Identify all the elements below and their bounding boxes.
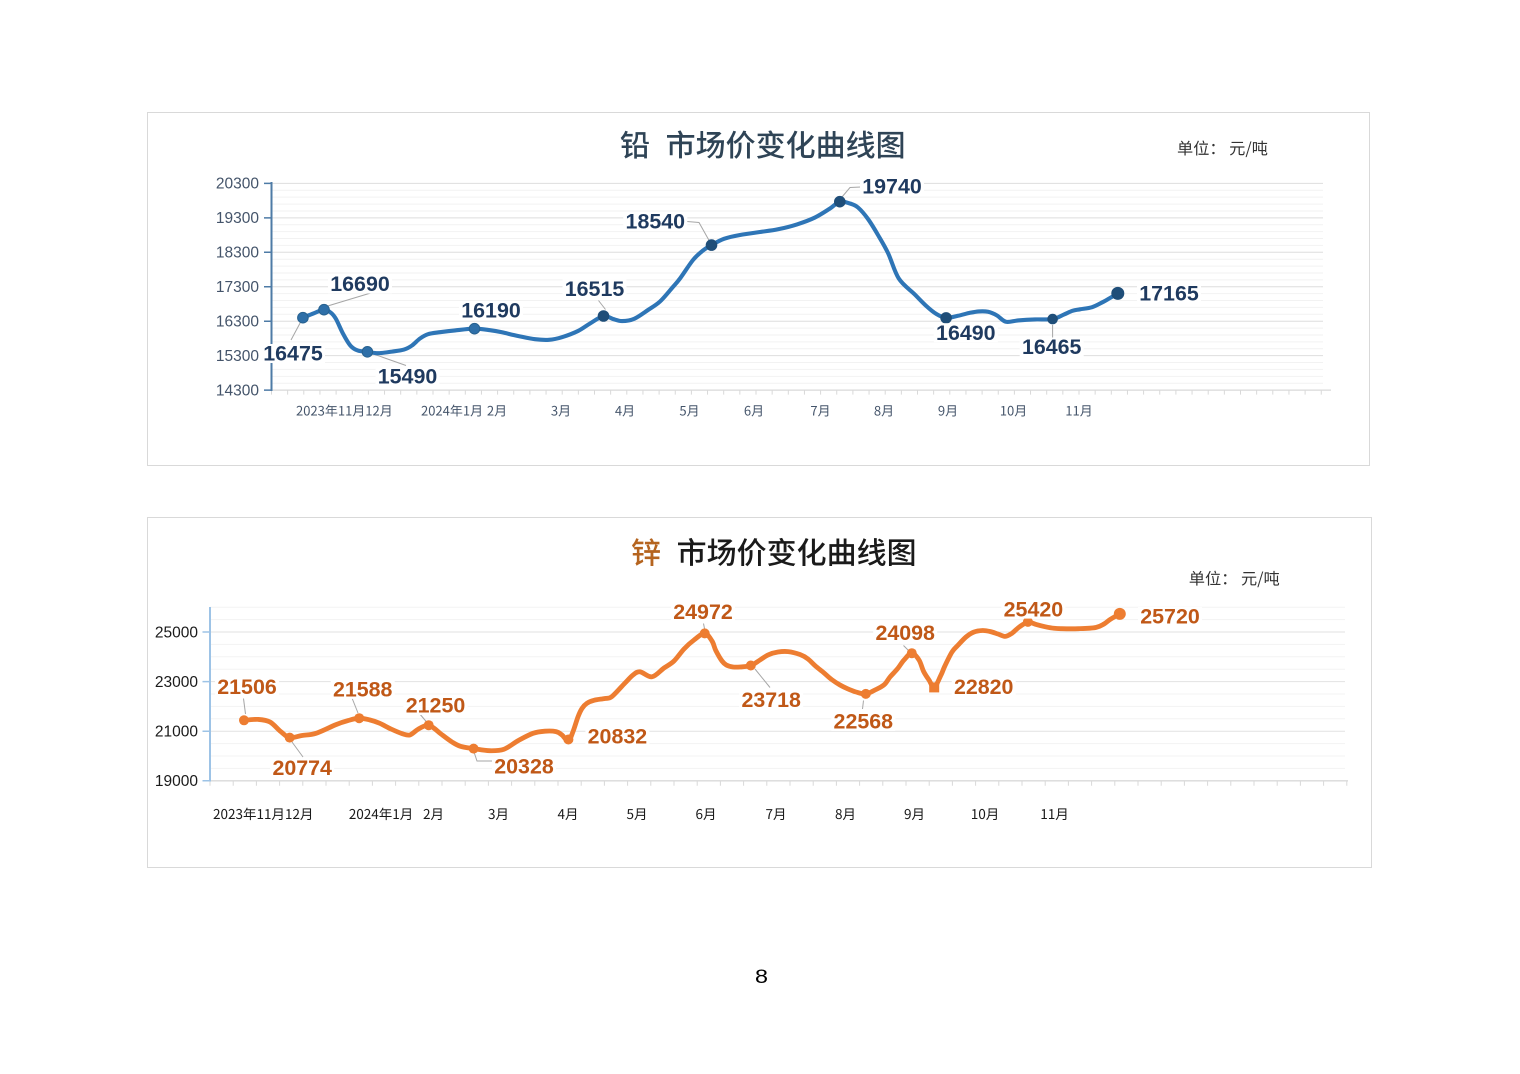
svg-text:8: 8: [755, 966, 768, 988]
svg-text:16515: 16515: [565, 277, 625, 301]
svg-text:14300: 14300: [216, 382, 259, 399]
svg-text:17165: 17165: [1139, 282, 1199, 306]
svg-text:17300: 17300: [216, 279, 259, 296]
svg-text:20832: 20832: [588, 725, 648, 749]
svg-text:16475: 16475: [263, 342, 323, 366]
svg-text:19300: 19300: [216, 210, 259, 227]
svg-text:25420: 25420: [1004, 597, 1064, 621]
svg-text:16190: 16190: [461, 299, 521, 323]
svg-text:16465: 16465: [1022, 335, 1082, 359]
svg-text:18300: 18300: [216, 245, 259, 262]
svg-text:21506: 21506: [217, 675, 277, 699]
svg-text:16490: 16490: [936, 321, 996, 345]
svg-text:21250: 21250: [406, 694, 466, 718]
svg-text:22568: 22568: [834, 710, 894, 734]
svg-text:15490: 15490: [378, 365, 438, 389]
svg-text:16690: 16690: [330, 272, 390, 296]
svg-text:22820: 22820: [954, 675, 1014, 699]
svg-text:20300: 20300: [216, 176, 259, 193]
svg-text:25000: 25000: [155, 624, 198, 641]
svg-text:23718: 23718: [741, 688, 801, 712]
svg-text:21000: 21000: [155, 724, 198, 741]
svg-text:21588: 21588: [333, 678, 393, 702]
svg-text:24098: 24098: [875, 621, 935, 645]
svg-text:15300: 15300: [216, 348, 259, 365]
svg-text:23000: 23000: [155, 674, 198, 691]
svg-text:19000: 19000: [155, 773, 198, 790]
svg-text:20328: 20328: [494, 755, 554, 779]
svg-text:20774: 20774: [272, 756, 332, 780]
svg-text:18540: 18540: [626, 210, 686, 234]
svg-text:19740: 19740: [862, 175, 922, 199]
svg-text:25720: 25720: [1140, 605, 1200, 629]
svg-text:24972: 24972: [673, 600, 733, 624]
svg-text:16300: 16300: [216, 314, 259, 331]
